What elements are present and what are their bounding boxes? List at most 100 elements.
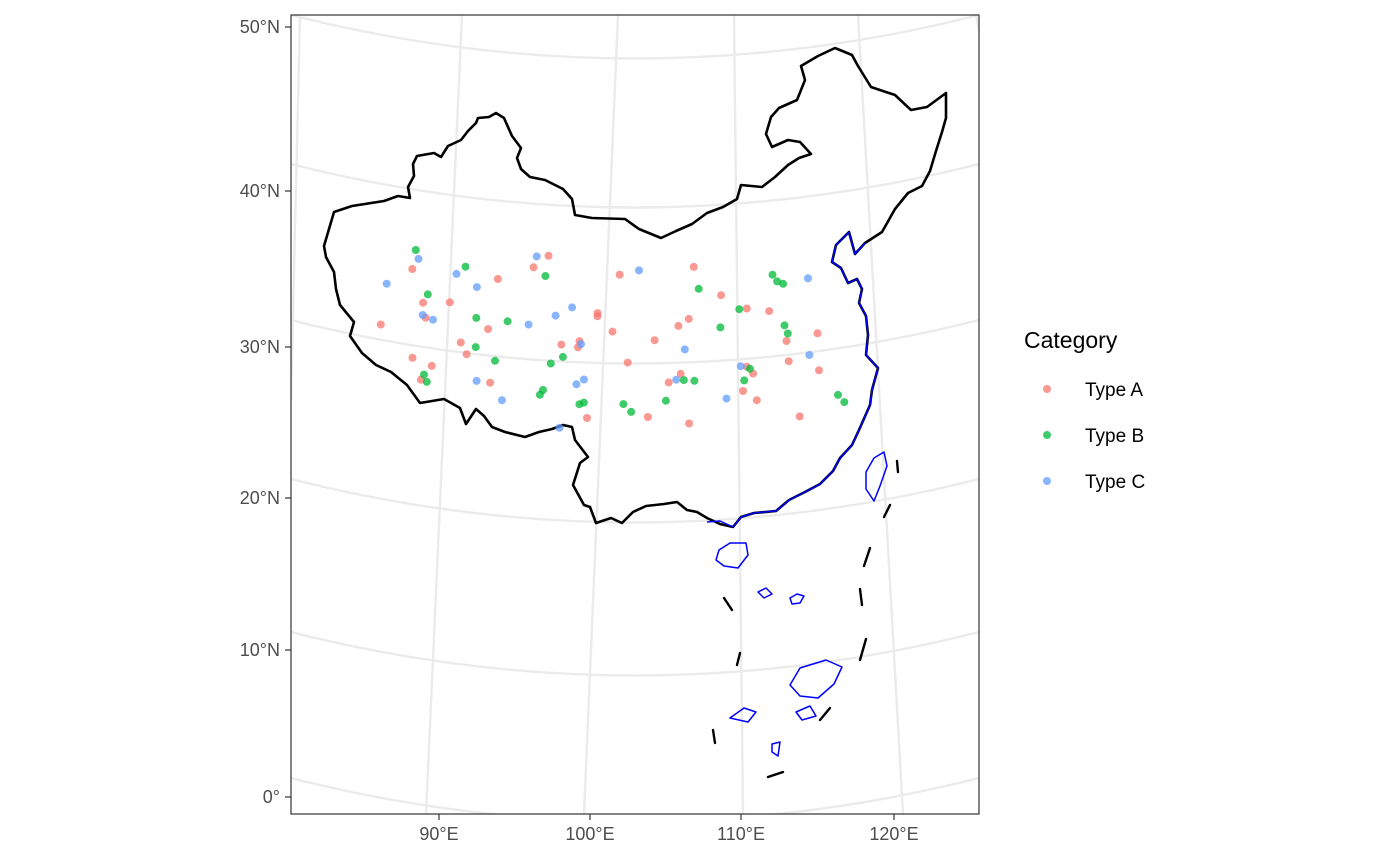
plot-panel (291, 15, 979, 814)
island-cluster-2 (757, 587, 773, 599)
point-type-c (555, 423, 564, 432)
point-type-b (773, 277, 782, 286)
coastline (706, 231, 888, 757)
legend-title: Category (1024, 327, 1118, 353)
dash-6 (818, 706, 832, 722)
point-type-b (768, 270, 777, 279)
graticule (291, 15, 979, 814)
point-type-c (579, 375, 588, 384)
point-type-a (765, 307, 774, 316)
land-boundary (322, 46, 948, 529)
island-cluster-4 (729, 707, 757, 723)
point-type-a (408, 353, 417, 362)
point-type-c (804, 274, 812, 283)
point-type-c (429, 315, 437, 324)
x-tick-label: 90°E (419, 824, 458, 844)
point-type-a (664, 378, 673, 387)
graticule-meridian-90e (424, 15, 464, 814)
graticule-parallel-40n (291, 162, 979, 209)
y-tick-label: 50°N (240, 17, 280, 37)
point-type-c (524, 320, 533, 329)
y-tick-label: 40°N (240, 181, 280, 201)
x-tick-label: 100°E (565, 824, 614, 844)
dash-9 (735, 651, 742, 667)
legend-key-type-a (1043, 385, 1051, 393)
point-type-c (472, 283, 481, 292)
legend-label-type-c: Type C (1085, 472, 1145, 493)
point-type-a (583, 414, 591, 422)
point-type-b (735, 305, 744, 314)
point-type-a (408, 265, 417, 273)
point-type-a (456, 338, 465, 347)
point-type-b (745, 364, 754, 373)
point-type-a (674, 321, 683, 330)
point-type-c (722, 394, 731, 403)
point-type-b (471, 343, 480, 352)
point-type-b (411, 246, 420, 254)
point-type-c (672, 375, 681, 384)
point-type-a (557, 340, 566, 349)
point-type-b (535, 390, 544, 399)
island-cluster-5 (795, 705, 817, 721)
point-type-c (472, 376, 481, 385)
x-tick-label: 120°E (869, 824, 918, 844)
point-type-a (419, 298, 428, 307)
point-type-a (486, 378, 495, 387)
point-type-b (679, 376, 688, 385)
graticule-parallel-10n (291, 630, 979, 677)
point-type-a (608, 327, 617, 336)
point-type-a (685, 419, 694, 428)
legend: Category Type A Type B Type C (1024, 327, 1145, 493)
dash-2 (882, 503, 892, 519)
graticule-parallel-50n (291, 15, 979, 60)
dashed-boundary (711, 459, 900, 779)
y-axis: 0° 10°N 20°N 30°N 40°N 50°N (240, 17, 291, 807)
point-type-a (376, 320, 385, 329)
point-type-c (568, 303, 577, 312)
graticule-parallel-20n (291, 477, 979, 524)
point-type-b (423, 290, 432, 299)
dash-4 (858, 587, 864, 607)
dash-8 (711, 728, 717, 745)
point-type-b (694, 284, 703, 293)
point-type-a (427, 361, 436, 370)
point-type-a (752, 396, 761, 405)
point-type-c (414, 254, 423, 263)
points-layer (376, 246, 849, 432)
graticule-meridian-120e (856, 15, 905, 814)
point-type-b (558, 352, 567, 361)
point-type-b (661, 396, 670, 405)
point-type-a (650, 336, 659, 345)
point-type-b (491, 356, 499, 365)
island-cluster-6 (771, 741, 781, 757)
point-type-a (795, 412, 804, 421)
graticule-parallel-30n (291, 318, 979, 365)
point-type-a (717, 291, 726, 300)
point-type-a (813, 329, 822, 338)
point-type-b (783, 329, 792, 338)
point-type-a (529, 263, 538, 272)
island-taiwan (865, 451, 888, 502)
point-type-b (779, 279, 788, 288)
graticule-parallel-0 (291, 776, 979, 814)
point-type-c (382, 279, 391, 288)
y-tick-label: 20°N (240, 488, 280, 508)
point-type-a (544, 251, 553, 260)
point-type-a (689, 262, 698, 271)
point-type-c (736, 362, 745, 371)
y-tick-label: 10°N (240, 640, 280, 660)
graticule-meridian-80e (291, 15, 302, 401)
point-type-c (532, 252, 541, 261)
point-type-a (684, 314, 693, 323)
y-tick-label: 30°N (240, 337, 280, 357)
point-type-b (840, 398, 849, 407)
dash-5 (858, 637, 868, 662)
point-type-b (422, 377, 431, 386)
point-type-a (445, 298, 454, 307)
island-cluster-3 (789, 659, 843, 699)
point-type-c (577, 340, 585, 349)
dash-1 (895, 459, 900, 474)
point-type-a (493, 275, 502, 283)
x-axis: 90°E 100°E 110°E 120°E (419, 814, 919, 844)
